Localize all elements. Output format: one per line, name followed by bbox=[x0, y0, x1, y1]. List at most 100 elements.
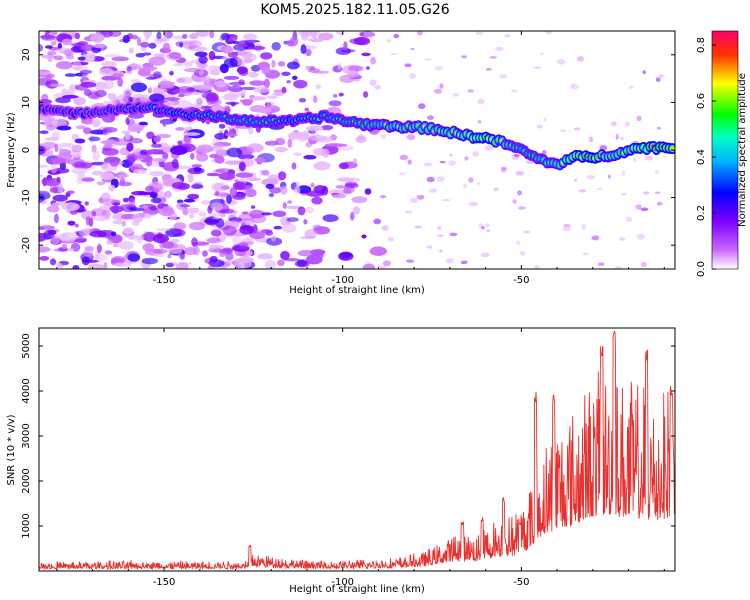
noise-blob bbox=[169, 70, 174, 76]
noise-blob bbox=[171, 182, 186, 189]
noise-blob bbox=[226, 147, 243, 158]
noise-blob bbox=[50, 163, 58, 174]
snr-series-line bbox=[39, 330, 675, 570]
noise-blob bbox=[337, 177, 354, 182]
noise-blob bbox=[215, 168, 232, 174]
noise-blob bbox=[214, 80, 227, 88]
noise-blob bbox=[232, 181, 246, 191]
noise-blob bbox=[534, 265, 540, 269]
colorbar: 0.0 0.2 0.4 0.6 0.8 Normalized spectral ampl… bbox=[696, 30, 748, 277]
x-tick-label: -100 bbox=[331, 577, 354, 588]
noise-blob bbox=[556, 58, 566, 65]
noise-blob bbox=[296, 185, 312, 194]
noise-blob bbox=[149, 170, 165, 177]
noise-blob bbox=[73, 97, 86, 106]
noise-blob bbox=[625, 216, 633, 222]
noise-blob bbox=[179, 41, 184, 48]
noise-blob bbox=[39, 190, 50, 195]
noise-blob bbox=[232, 244, 250, 252]
noise-blob bbox=[414, 225, 422, 229]
noise-blob bbox=[574, 178, 578, 182]
noise-blob bbox=[350, 211, 355, 221]
noise-blob bbox=[250, 96, 266, 101]
noise-blob bbox=[264, 259, 276, 269]
noise-blob bbox=[240, 86, 257, 91]
noise-blob bbox=[281, 71, 291, 77]
noise-blob bbox=[610, 121, 618, 127]
noise-blob bbox=[582, 252, 589, 256]
noise-blob bbox=[163, 101, 176, 106]
noise-blob bbox=[261, 212, 272, 216]
noise-blob bbox=[426, 245, 433, 249]
noise-blob bbox=[300, 31, 313, 38]
noise-blob bbox=[543, 117, 547, 122]
noise-blob bbox=[643, 191, 650, 195]
y-tick-label: 0 bbox=[21, 147, 32, 153]
noise-blob bbox=[238, 70, 249, 76]
noise-blob bbox=[244, 58, 253, 64]
noise-blob bbox=[321, 148, 330, 158]
noise-blob bbox=[306, 190, 325, 197]
noise-blob bbox=[214, 132, 227, 140]
noise-blob bbox=[636, 233, 645, 240]
noise-blob bbox=[280, 185, 288, 195]
noise-blob bbox=[399, 154, 408, 160]
noise-blob bbox=[167, 248, 183, 255]
noise-blob bbox=[39, 174, 43, 178]
noise-blob bbox=[146, 131, 155, 140]
noise-blob bbox=[222, 93, 238, 101]
noise-blob bbox=[313, 226, 331, 235]
noise-blob bbox=[51, 118, 67, 128]
noise-blob bbox=[182, 33, 188, 39]
snr-x-axis-label: Height of straight line (km) bbox=[289, 584, 425, 595]
noise-blob bbox=[263, 78, 270, 89]
noise-blob bbox=[149, 206, 158, 211]
noise-blob bbox=[80, 53, 95, 63]
noise-blob bbox=[158, 37, 170, 42]
noise-blob bbox=[238, 161, 246, 172]
noise-blob bbox=[137, 67, 151, 77]
noise-blob bbox=[39, 164, 49, 168]
noise-blob bbox=[407, 159, 412, 165]
noise-blob bbox=[89, 230, 107, 238]
noise-blob bbox=[272, 91, 285, 96]
noise-blob bbox=[202, 105, 213, 109]
noise-blob bbox=[176, 78, 186, 83]
noise-blob bbox=[633, 157, 637, 162]
noise-blob bbox=[573, 127, 581, 131]
noise-blob bbox=[460, 261, 468, 264]
noise-blob bbox=[226, 194, 233, 204]
noise-blob bbox=[642, 70, 646, 75]
noise-blob bbox=[46, 124, 57, 131]
noise-blob bbox=[287, 200, 292, 204]
noise-blob bbox=[41, 35, 56, 41]
noise-blob bbox=[54, 143, 59, 153]
noise-blob bbox=[293, 186, 301, 194]
noise-blob bbox=[176, 262, 189, 269]
noise-blob bbox=[449, 232, 458, 237]
noise-blob bbox=[614, 266, 622, 269]
noise-blob bbox=[625, 121, 630, 127]
noise-blob bbox=[84, 201, 89, 206]
noise-blob bbox=[469, 201, 478, 207]
noise-blob bbox=[104, 250, 113, 255]
noise-blob bbox=[56, 60, 73, 70]
noise-blob bbox=[246, 143, 264, 153]
noise-blob bbox=[72, 265, 80, 269]
noise-blob bbox=[449, 153, 453, 157]
noise-blob bbox=[144, 185, 155, 192]
noise-blob bbox=[141, 257, 158, 265]
noise-blob bbox=[41, 54, 56, 59]
colorbar-tick-label: 0.6 bbox=[696, 93, 707, 109]
noise-blob bbox=[196, 97, 203, 105]
noise-blob bbox=[220, 213, 226, 218]
noise-blob bbox=[597, 262, 605, 267]
noise-blob bbox=[142, 52, 152, 56]
noise-blob bbox=[112, 202, 121, 206]
noise-blob bbox=[636, 115, 642, 122]
noise-blob bbox=[269, 187, 282, 194]
noise-blob bbox=[297, 206, 306, 216]
noise-blob bbox=[518, 206, 526, 210]
noise-blob bbox=[328, 100, 342, 107]
noise-blob bbox=[225, 220, 230, 226]
